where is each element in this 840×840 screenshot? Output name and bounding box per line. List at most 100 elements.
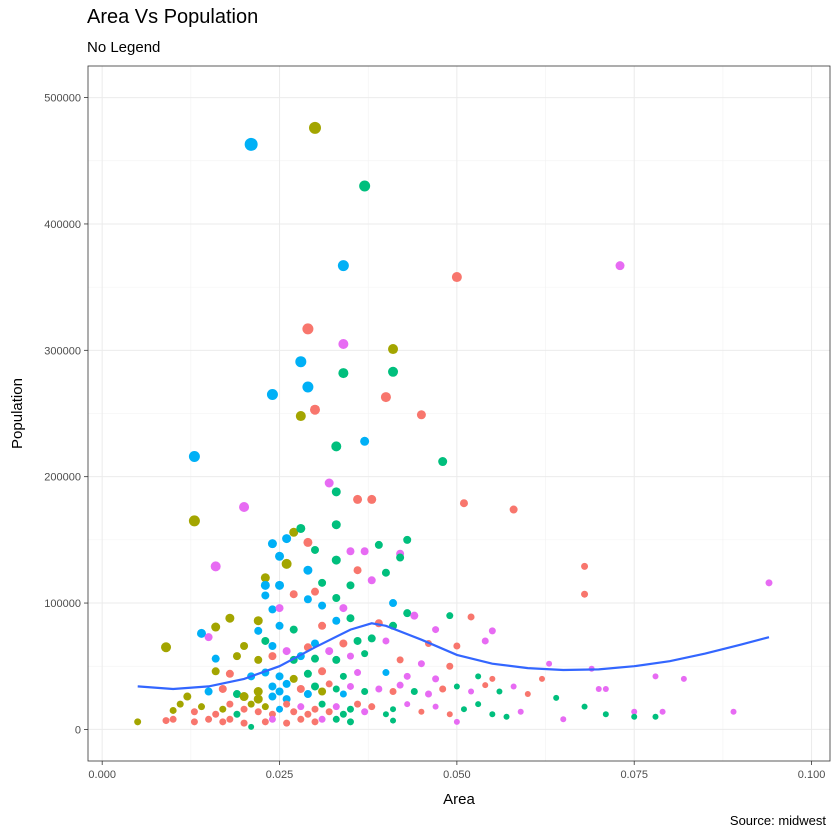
data-point (331, 520, 341, 530)
data-point (730, 708, 737, 715)
data-point (290, 708, 298, 716)
data-point (560, 716, 567, 723)
data-point (496, 688, 503, 695)
data-point (232, 690, 241, 699)
data-point (325, 708, 333, 716)
data-point (204, 633, 213, 642)
data-point (481, 637, 489, 645)
data-point (332, 715, 340, 723)
y-axis-title: Population (9, 378, 26, 449)
data-point (275, 672, 284, 681)
data-point (283, 700, 291, 708)
data-point (295, 411, 306, 422)
data-point (176, 700, 184, 708)
data-point (354, 700, 362, 708)
data-point (509, 505, 518, 514)
data-point (310, 545, 319, 554)
data-point (248, 723, 255, 730)
data-point (218, 684, 227, 693)
data-point (303, 690, 312, 699)
x-tick-label: 0.025 (266, 769, 294, 781)
data-point (233, 710, 241, 718)
data-point (311, 705, 319, 713)
data-point (382, 637, 390, 645)
data-point (253, 616, 263, 626)
data-point (324, 478, 334, 488)
data-point (239, 502, 250, 513)
x-tick-label: 0.050 (443, 769, 471, 781)
data-point (581, 562, 589, 570)
data-point (310, 682, 319, 691)
data-point (210, 561, 221, 572)
data-point (337, 260, 349, 272)
plot-panel-border (87, 65, 831, 762)
data-point (388, 344, 399, 355)
data-point (390, 717, 397, 724)
data-point (268, 715, 276, 723)
data-point (338, 368, 349, 379)
data-point (631, 708, 638, 715)
y-tick-label: 200000 (44, 472, 81, 484)
data-point (318, 700, 326, 708)
data-point (524, 691, 531, 698)
data-point (283, 719, 291, 727)
data-point (318, 715, 326, 723)
data-point (367, 634, 376, 643)
data-point (546, 660, 553, 667)
data-point (276, 705, 284, 713)
data-point (196, 628, 206, 638)
data-point (460, 706, 467, 713)
data-point (302, 323, 314, 335)
data-point (289, 527, 299, 537)
data-point (332, 655, 341, 664)
data-point (438, 457, 448, 467)
data-point (410, 688, 418, 695)
data-point (211, 622, 221, 632)
data-point (446, 612, 454, 620)
data-point (353, 566, 362, 575)
chart-caption: Source: midwest (729, 813, 826, 828)
data-point (253, 694, 263, 704)
data-point (303, 669, 312, 678)
data-point (396, 656, 404, 664)
data-point (261, 703, 269, 711)
data-point (652, 713, 659, 720)
data-point (260, 573, 270, 583)
data-point (467, 613, 475, 621)
data-point (275, 604, 284, 613)
data-point (318, 578, 327, 587)
data-point (475, 673, 482, 680)
data-point (261, 718, 269, 726)
data-point (488, 627, 496, 635)
x-tick-label: 0.100 (798, 769, 826, 781)
data-point (595, 685, 602, 692)
data-point (282, 534, 292, 544)
data-point (310, 587, 319, 596)
data-point (302, 381, 314, 393)
data-point (331, 441, 342, 452)
data-point (226, 715, 234, 723)
data-point (190, 718, 198, 726)
x-tick-label: 0.075 (620, 769, 648, 781)
data-point (417, 660, 425, 668)
data-point (446, 662, 454, 670)
data-point (390, 706, 397, 713)
data-point (346, 581, 355, 590)
data-point (261, 591, 270, 600)
y-tick-label: 0 (75, 724, 81, 736)
data-point (268, 652, 277, 661)
y-tick-label: 300000 (44, 345, 81, 357)
data-point (281, 558, 292, 569)
data-point (765, 579, 773, 587)
data-point (325, 680, 333, 688)
data-point (489, 675, 496, 682)
data-points (134, 121, 773, 730)
data-point (680, 675, 687, 682)
data-point (418, 708, 425, 715)
data-point (289, 674, 298, 683)
data-point (268, 692, 277, 701)
data-point (346, 705, 354, 713)
data-point (247, 700, 255, 708)
data-point (432, 703, 439, 710)
data-point (361, 708, 369, 716)
